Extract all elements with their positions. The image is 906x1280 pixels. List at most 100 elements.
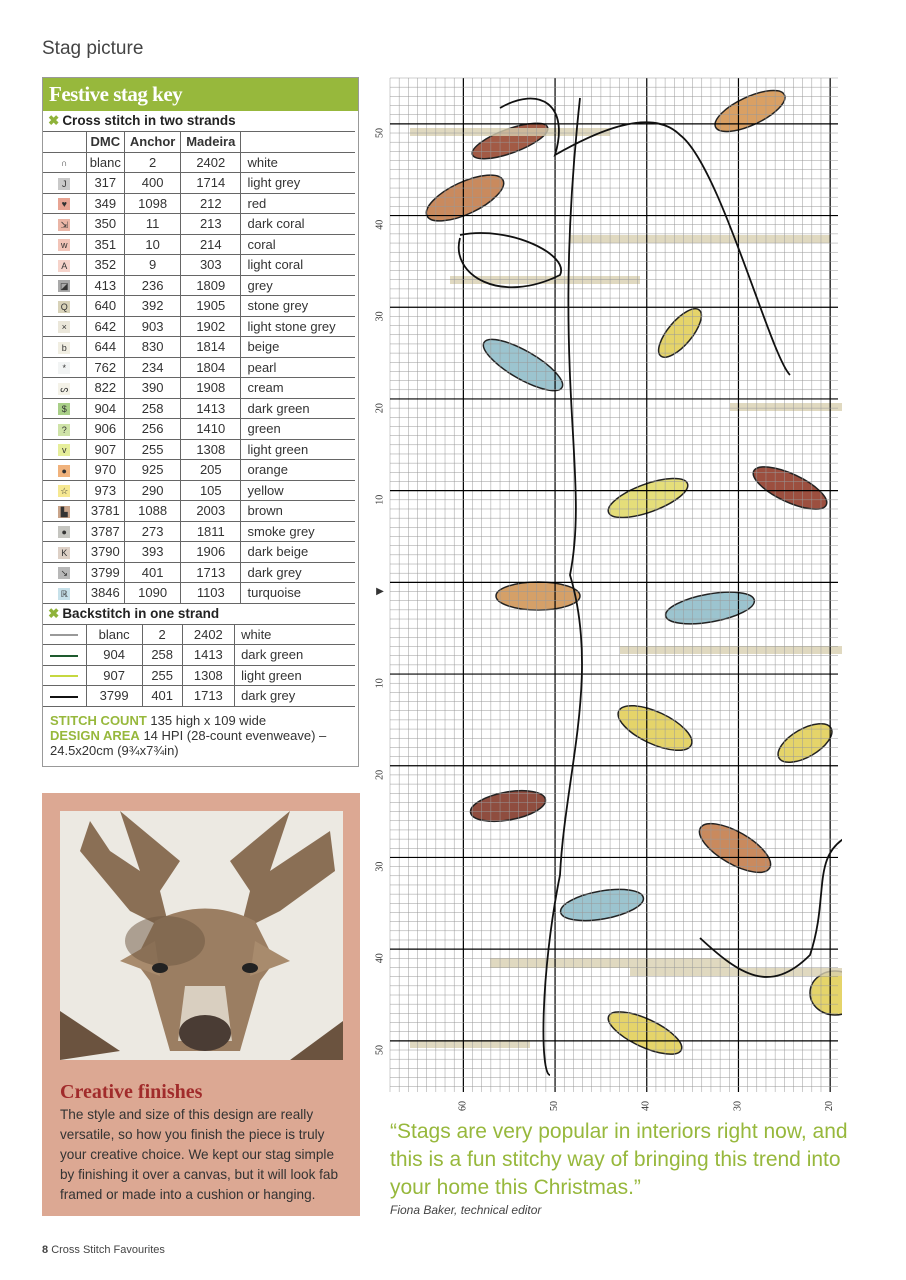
design-area: 14 HPI (28-count evenweave) – 24.5x20cm … [50, 727, 327, 758]
backstitch-line-swatch [50, 654, 79, 657]
chart-axis-label-left: 20 [374, 770, 385, 780]
stitch-key: Festive stag key ✖ Cross stitch in two st… [42, 77, 359, 767]
key-title: Festive stag key [43, 78, 358, 111]
chart-axis-label-left: 50 [374, 1045, 385, 1055]
key-row: ♥ 349 1098 212 red [43, 193, 355, 214]
stitch-band [570, 235, 830, 243]
stitch-band [410, 128, 610, 136]
symbol-swatch: ♥ [58, 198, 71, 211]
key-row: Q 640 392 1905 stone grey [43, 295, 355, 317]
backstitch-row: 904 258 1413 dark green [43, 644, 355, 666]
chart-axis-label-left: 40 [374, 953, 385, 963]
backstitch-line-swatch [50, 695, 79, 698]
symbol-swatch: v [58, 444, 71, 457]
chart-axis-label-left: 10 [374, 495, 385, 505]
stag-photo [60, 811, 343, 1060]
key-row: b 644 830 1814 beige [43, 336, 355, 358]
cross-stitch-table: DMC Anchor Madeira ∩ blanc 2 2402 white J 317 400… [43, 131, 355, 604]
key-row: v 907 255 1308 light green [43, 439, 355, 460]
stitch-band [620, 646, 850, 654]
symbol-swatch: ● [58, 464, 71, 477]
leaf-motif [495, 581, 581, 611]
quote-attribution: Fiona Baker, technical editor [390, 1203, 542, 1217]
symbol-swatch: ● [58, 526, 71, 539]
cross-icon: ✖ [48, 113, 60, 128]
stitch-count: 135 high x 109 wide [150, 712, 267, 728]
symbol-swatch: J [58, 177, 71, 190]
key-row: ◪ 413 236 1809 grey [43, 275, 355, 296]
chart-axis-label-left: 10 [374, 678, 385, 688]
symbol-swatch: ▙ [58, 505, 71, 518]
chart-axis-label-left: 50 [374, 128, 385, 138]
publication-name: Cross Stitch Favourites [51, 1244, 165, 1256]
key-row: ● 3787 273 1811 smoke grey [43, 521, 355, 542]
symbol-swatch: * [58, 362, 71, 375]
key-row: ☆ 973 290 105 yellow [43, 480, 355, 501]
key-row: ▙ 3781 1088 2003 brown [43, 500, 355, 522]
key-row: A 352 9 303 light coral [43, 254, 355, 276]
cross-icon: ✖ [48, 605, 60, 621]
backstitch-heading: ✖ Backstitch in one strand [48, 605, 220, 621]
cross-stitch-heading: ✖ Cross stitch in two strands [48, 113, 236, 128]
key-row: $904 258 1413 dark green [43, 398, 355, 419]
stitch-band [730, 403, 850, 411]
key-row: J 317 400 1714 light grey [43, 172, 355, 194]
key-row: K 3790 393 1906 dark beige [43, 541, 355, 563]
cross-stitch-chart: 50 40 30 20 10 ▶ 10 20 30 40 50 60 50 40 30 20 [372, 75, 861, 1120]
symbol-swatch: K [58, 546, 71, 559]
key-row: ? 906 256 1410 green [43, 418, 355, 440]
symbol-swatch: Q [58, 300, 71, 313]
symbol-swatch: ᔕ [58, 382, 71, 395]
creative-finishes-title: Creative finishes [60, 1081, 203, 1103]
symbol-swatch: × [58, 321, 71, 334]
key-row: * 762 234 1804 pearl [43, 357, 355, 378]
backstitch-line-swatch [50, 675, 79, 678]
stitch-band [450, 276, 640, 284]
key-row: ℝ 3846 1090 1103 turquoise [43, 582, 355, 604]
chart-axis-label-left: 40 [374, 220, 385, 230]
key-row: ᔕ 822 390 1908 cream [43, 377, 355, 399]
backstitch-row: 3799 401 1713 dark grey [43, 685, 355, 707]
chart-axis-label-left: 30 [374, 862, 385, 872]
page-number: 8 [42, 1244, 49, 1256]
symbol-swatch: ? [58, 423, 71, 436]
backstitch-row: blanc 2 2402 white [43, 624, 355, 645]
symbol-swatch: ∩ [58, 157, 71, 170]
leaf-motif [469, 789, 547, 823]
chart-axis-label-bottom: 20 [824, 1101, 835, 1111]
leaf-motif [664, 591, 756, 625]
backstitch-row: 907 255 1308 light green [43, 665, 355, 686]
symbol-swatch: ↘ [58, 567, 71, 580]
chart-axis-label-left: ▶ [376, 586, 384, 597]
leaf-motif [657, 308, 703, 358]
key-row: × 642 903 1902 light stone grey [43, 316, 355, 337]
chart-axis-label-left: 30 [374, 311, 385, 321]
symbol-swatch: ⇲ [58, 218, 71, 231]
creative-finishes-body: The style and size of this design are re… [60, 1107, 339, 1202]
page-footer: 8 Cross Stitch Favourites [42, 1244, 165, 1256]
symbol-swatch: ℝ [58, 587, 71, 600]
key-row: w 351 10 214 coral [43, 234, 355, 255]
symbol-swatch: $ [58, 403, 71, 416]
key-footer: STITCH COUNT 135 high x 109 wide DESIGN … [50, 712, 327, 758]
chart-axis-label-bottom: 30 [732, 1101, 743, 1111]
key-row: ⇲ 350 11 213 dark coral [43, 213, 355, 235]
backstitch-stem [499, 97, 791, 376]
leaf-motif [617, 704, 693, 752]
leaf-motif [607, 477, 689, 519]
backstitch-line-swatch [50, 634, 79, 637]
leaf-motif [698, 822, 772, 874]
chart-axis-label-bottom: 60 [457, 1101, 468, 1111]
stitch-band [630, 968, 850, 976]
symbol-swatch: w [58, 239, 71, 252]
chart-axis-label-bottom: 40 [641, 1101, 652, 1111]
chart-axis-label-left: 20 [374, 403, 385, 413]
backstitch-table: blanc 2 2402 white 904 258 1413 dark green 907 25… [43, 624, 355, 707]
backstitch-stem [457, 232, 562, 289]
symbol-swatch: ◪ [58, 280, 71, 293]
symbol-swatch: ☆ [58, 485, 71, 498]
key-row: ● 970 925 205 orange [43, 459, 355, 481]
creative-finishes-panel: Creative finishes The style and size of … [42, 793, 360, 1216]
chart-axis-label-bottom: 50 [549, 1101, 560, 1111]
page-title: Stag picture [42, 38, 144, 59]
